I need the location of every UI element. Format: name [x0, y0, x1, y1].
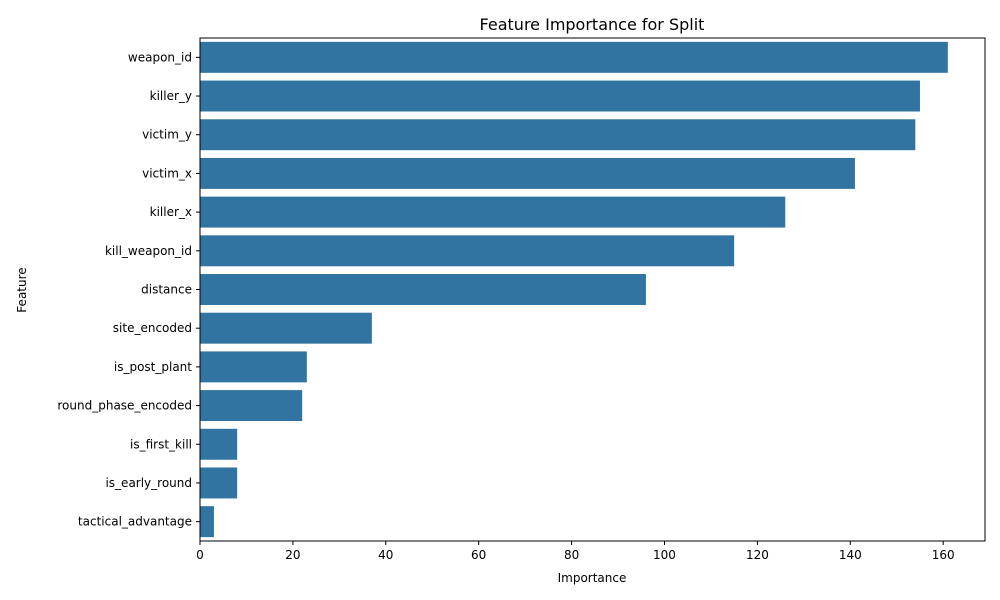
x-tick-label: 0: [196, 548, 204, 562]
bar-killer_x: [200, 196, 786, 228]
bar-is_post_plant: [200, 351, 307, 383]
y-tick-label: kill_weapon_id: [105, 244, 192, 258]
y-tick-label: weapon_id: [128, 50, 192, 64]
x-tick-label: 40: [378, 548, 393, 562]
plot-frame: [199, 37, 986, 542]
x-tick-label: 80: [564, 548, 579, 562]
bar-site_encoded: [200, 312, 372, 344]
bar-tactical_advantage: [200, 506, 214, 538]
y-tick-label: victim_y: [142, 128, 192, 142]
y-tick-label: is_first_kill: [130, 437, 192, 451]
bar-round_phase_encoded: [200, 390, 303, 422]
y-tick-label: tactical_advantage: [78, 515, 192, 529]
y-tick-label: is_post_plant: [114, 360, 192, 374]
x-tick-label: 20: [285, 548, 300, 562]
y-tick-label: is_early_round: [105, 476, 192, 490]
bar-is_early_round: [200, 467, 238, 499]
bar-victim_x: [200, 157, 855, 189]
bar-victim_y: [200, 119, 916, 151]
y-axis-label: Feature: [15, 267, 29, 312]
bars-group: [200, 41, 948, 538]
x-tick-label: 60: [471, 548, 486, 562]
bar-distance: [200, 274, 646, 305]
x-tick-label: 140: [839, 548, 862, 562]
bar-is_first_kill: [200, 428, 238, 460]
y-tick-label: site_encoded: [113, 321, 192, 335]
chart-title: Feature Importance for Split: [480, 15, 705, 34]
x-tick-label: 120: [746, 548, 769, 562]
x-tick-label: 160: [932, 548, 955, 562]
x-tick-label: 100: [653, 548, 676, 562]
y-axis-ticks: weapon_id killer_y victim_y victim_x killer_…: [57, 50, 200, 529]
y-tick-label: round_phase_encoded: [57, 399, 192, 413]
bar-kill_weapon_id: [200, 235, 735, 267]
y-tick-label: killer_x: [150, 205, 192, 219]
y-tick-label: killer_y: [150, 89, 192, 103]
x-axis-label: Importance: [558, 571, 627, 585]
bar-weapon_id: [200, 41, 948, 73]
bar-killer_y: [200, 80, 920, 112]
y-tick-label: victim_x: [142, 166, 192, 180]
y-tick-label: distance: [141, 283, 192, 297]
x-axis-ticks: 0 20 40 60 80 100 120 140 160: [196, 541, 955, 562]
